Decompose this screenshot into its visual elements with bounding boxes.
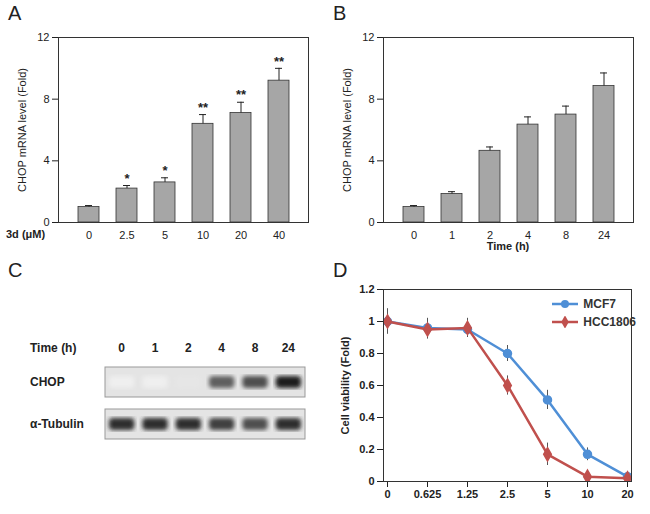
svg-text:1.2: 1.2	[359, 283, 374, 295]
html-text:A: A	[8, 2, 22, 24]
svg-text:4: 4	[43, 154, 49, 166]
svg-text:24: 24	[598, 229, 610, 241]
svg-text:12: 12	[362, 31, 374, 43]
svg-text:CHOP mRNA level (Fold): CHOP mRNA level (Fold)	[341, 68, 353, 192]
svg-text:5: 5	[544, 488, 550, 500]
svg-text:8: 8	[252, 341, 259, 355]
svg-text:2: 2	[185, 341, 192, 355]
svg-text:12: 12	[37, 31, 49, 43]
svg-text:4: 4	[525, 229, 531, 241]
svg-text:8: 8	[563, 229, 569, 241]
svg-text:α-Tubulin: α-Tubulin	[30, 417, 84, 431]
svg-text:0: 0	[368, 475, 374, 487]
svg-text:10: 10	[197, 229, 209, 241]
html-text:C: C	[8, 259, 23, 281]
svg-text:1: 1	[152, 341, 159, 355]
html-text:3d (μM): 3d (μM)	[6, 228, 46, 240]
svg-text:0: 0	[86, 229, 92, 241]
html-text:HCC1806: HCC1806	[583, 315, 636, 329]
html-text:MCF7: MCF7	[583, 297, 616, 311]
svg-text:0: 0	[411, 229, 417, 241]
svg-text:0: 0	[384, 488, 390, 500]
svg-text:2.5: 2.5	[119, 229, 134, 241]
svg-text:5: 5	[162, 229, 168, 241]
svg-text:0.625: 0.625	[414, 488, 442, 500]
svg-text:Cell viability (Fold): Cell viability (Fold)	[339, 336, 351, 434]
svg-text:2: 2	[487, 229, 493, 241]
svg-text:*: *	[162, 163, 168, 178]
svg-text:40: 40	[273, 229, 285, 241]
svg-text:2.5: 2.5	[500, 488, 515, 500]
svg-text:20: 20	[621, 488, 633, 500]
svg-text:**: **	[236, 87, 247, 102]
svg-text:4: 4	[368, 154, 374, 166]
svg-text:8: 8	[368, 93, 374, 105]
svg-text:24: 24	[282, 341, 296, 355]
svg-text:8: 8	[43, 93, 49, 105]
svg-text:**: **	[274, 53, 285, 68]
svg-text:0.2: 0.2	[359, 443, 374, 455]
svg-text:CHOP mRNA level (Fold): CHOP mRNA level (Fold)	[16, 68, 28, 192]
svg-text:*: *	[124, 171, 130, 186]
svg-text:Time (h): Time (h)	[30, 341, 76, 355]
svg-text:1: 1	[449, 229, 455, 241]
svg-text:**: **	[198, 100, 209, 115]
svg-text:10: 10	[581, 488, 593, 500]
svg-text:4: 4	[218, 341, 225, 355]
svg-text:0.6: 0.6	[359, 379, 374, 391]
svg-text:CHOP: CHOP	[30, 375, 65, 389]
svg-text:1: 1	[368, 315, 374, 327]
svg-text:1.25: 1.25	[457, 488, 478, 500]
svg-text:0: 0	[368, 216, 374, 228]
svg-text:20: 20	[235, 229, 247, 241]
html-text:D: D	[333, 259, 348, 281]
svg-text:0: 0	[118, 341, 125, 355]
svg-text:0.4: 0.4	[359, 411, 375, 423]
html-text:B: B	[333, 2, 347, 24]
svg-text:0: 0	[43, 216, 49, 228]
svg-text:0.8: 0.8	[359, 347, 374, 359]
html-text:Time (h): Time (h)	[486, 240, 530, 252]
